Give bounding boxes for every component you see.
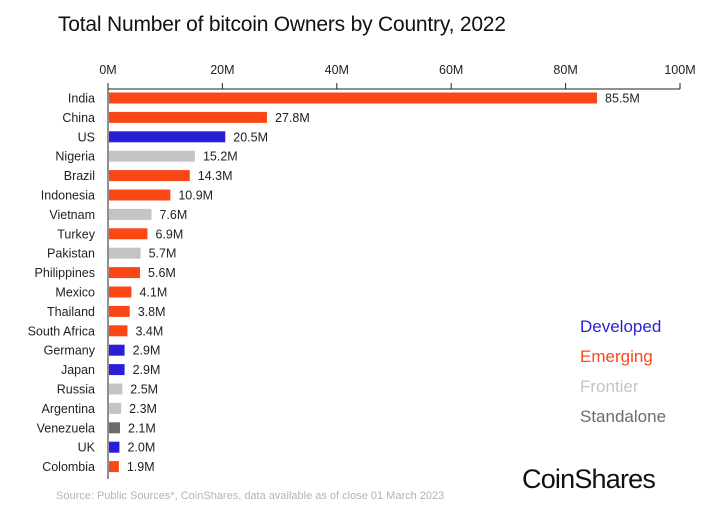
category-label: India — [68, 92, 95, 106]
bar — [109, 441, 120, 453]
value-label: 85.5M — [605, 92, 640, 106]
category-label: Germany — [44, 344, 96, 358]
value-label: 20.5M — [233, 130, 268, 144]
category-label: South Africa — [28, 324, 95, 338]
x-tick-label: 60M — [439, 63, 463, 77]
legend: Developed Emerging Frontier Standalone — [580, 312, 666, 432]
category-label: US — [78, 130, 95, 144]
value-label: 2.5M — [130, 383, 158, 397]
bar — [109, 305, 130, 317]
bar — [109, 461, 119, 473]
coinshares-logo: CoinShares — [522, 464, 656, 494]
category-label: Japan — [61, 363, 95, 377]
category-label: Brazil — [64, 169, 95, 183]
legend-emerging: Emerging — [580, 347, 653, 366]
bar — [109, 267, 141, 279]
value-label: 15.2M — [203, 150, 238, 164]
category-label: Philippines — [35, 266, 95, 280]
category-label: Vietnam — [49, 208, 95, 222]
value-label: 27.8M — [275, 111, 310, 125]
bar — [109, 208, 152, 220]
value-label: 2.1M — [128, 421, 156, 435]
category-label: Colombia — [42, 460, 95, 474]
value-label: 4.1M — [139, 286, 167, 300]
x-tick-label: 20M — [210, 63, 234, 77]
value-label: 14.3M — [198, 169, 233, 183]
chart-title: Total Number of bitcoin Owners by Countr… — [58, 13, 506, 36]
legend-developed: Developed — [580, 317, 662, 336]
value-label: 2.9M — [133, 363, 161, 377]
category-label: Pakistan — [47, 247, 95, 261]
bar — [109, 228, 148, 240]
category-label: China — [62, 111, 95, 125]
bar — [109, 402, 122, 414]
value-label: 6.9M — [155, 227, 183, 241]
bar — [109, 170, 190, 182]
bar — [109, 286, 132, 298]
category-label: Nigeria — [55, 150, 95, 164]
source-note: Source: Public Sources*, CoinShares, dat… — [56, 490, 445, 502]
bar — [109, 131, 226, 143]
value-label: 2.3M — [129, 402, 157, 416]
value-label: 5.7M — [149, 247, 177, 261]
legend-frontier: Frontier — [580, 377, 639, 396]
bar — [109, 325, 128, 337]
x-tick-label: 80M — [553, 63, 577, 77]
value-label: 3.8M — [138, 305, 166, 319]
bar — [109, 92, 598, 104]
category-label: Mexico — [55, 286, 95, 300]
bar — [109, 422, 121, 434]
category-label: Thailand — [47, 305, 95, 319]
x-tick-label: 100M — [664, 63, 695, 77]
value-label: 2.9M — [133, 344, 161, 358]
value-label: 2.0M — [127, 441, 155, 455]
bar — [109, 247, 141, 259]
category-label: UK — [78, 441, 96, 455]
category-label: Argentina — [41, 402, 95, 416]
category-label: Turkey — [57, 227, 95, 241]
category-label: Russia — [57, 383, 95, 397]
bar — [109, 111, 268, 123]
x-tick-label: 40M — [325, 63, 349, 77]
value-label: 3.4M — [135, 324, 163, 338]
value-label: 5.6M — [148, 266, 176, 280]
bar — [109, 383, 123, 395]
value-label: 7.6M — [159, 208, 187, 222]
category-label: Venezuela — [37, 421, 95, 435]
bar — [109, 150, 195, 162]
value-label: 1.9M — [127, 460, 155, 474]
value-label: 10.9M — [178, 189, 213, 203]
legend-standalone: Standalone — [580, 407, 667, 426]
category-label: Indonesia — [41, 189, 95, 203]
bar — [109, 344, 125, 356]
bar — [109, 364, 125, 376]
bar — [109, 189, 171, 201]
x-tick-label: 0M — [99, 63, 116, 77]
